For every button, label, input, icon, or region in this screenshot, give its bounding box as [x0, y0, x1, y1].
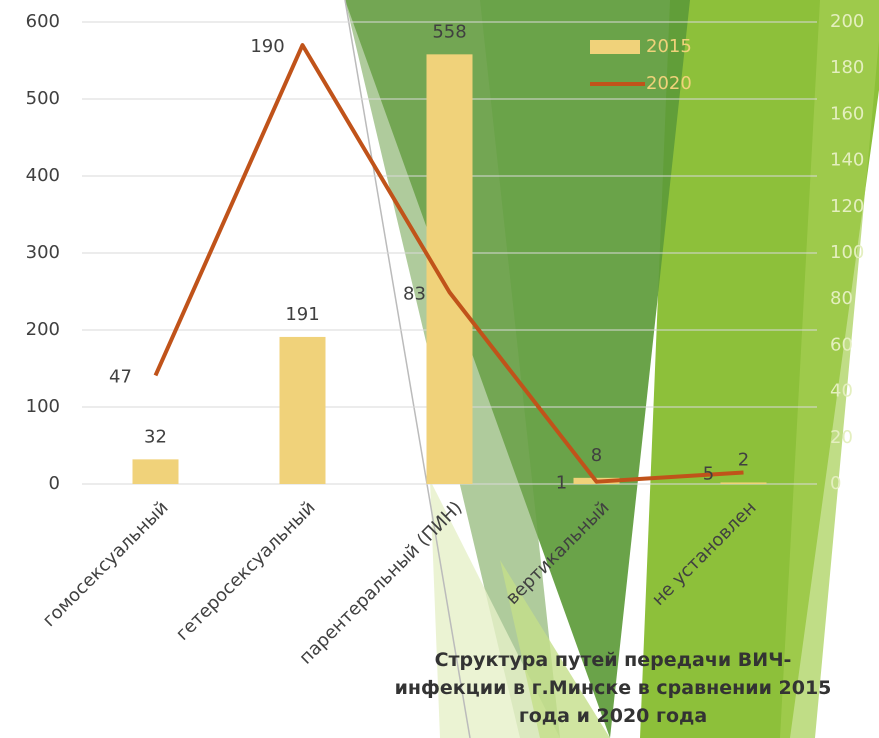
y-tick-label: 100 — [26, 396, 60, 417]
y-tick-label: 200 — [26, 319, 60, 340]
bar — [427, 54, 473, 484]
y2-tick-label: 0 — [830, 473, 841, 494]
y2-tick-label: 100 — [830, 242, 864, 263]
data-label: 5 — [703, 463, 714, 484]
x-tick-label: гетеросексуальный — [172, 497, 320, 645]
x-tick-label: гомосексуальный — [39, 497, 173, 631]
data-label: 191 — [285, 304, 319, 325]
bar — [721, 482, 767, 484]
legend-swatch — [590, 40, 640, 54]
y-tick-label: 500 — [26, 88, 60, 109]
y2-tick-label: 140 — [830, 150, 864, 171]
data-label: 190 — [250, 36, 284, 57]
bar — [280, 337, 326, 484]
y2-tick-label: 200 — [830, 11, 864, 32]
bar — [133, 459, 179, 484]
data-label: 8 — [591, 445, 602, 466]
y2-tick-label: 60 — [830, 334, 853, 355]
slide: 0 100 200 300 400 500 600 0 20 40 60 80 100 120 140 160… — [0, 0, 879, 738]
data-label: 558 — [432, 21, 466, 42]
chart-title: Структура путей передачи ВИЧ-инфекции в … — [388, 646, 838, 730]
y-tick-label: 300 — [26, 242, 60, 263]
y-tick-label: 400 — [26, 165, 60, 186]
y2-tick-label: 180 — [830, 57, 864, 78]
y2-tick-label: 120 — [830, 196, 864, 217]
data-label: 47 — [109, 366, 132, 387]
y-tick-label: 0 — [49, 473, 60, 494]
y2-tick-label: 160 — [830, 103, 864, 124]
y-tick-label: 600 — [26, 11, 60, 32]
legend-label: 2015 — [646, 36, 692, 57]
data-label: 83 — [403, 283, 426, 304]
y2-tick-label: 20 — [830, 427, 853, 448]
data-label: 32 — [144, 426, 167, 447]
data-label: 1 — [556, 473, 567, 494]
legend-label: 2020 — [646, 73, 692, 94]
data-label: 2 — [738, 449, 749, 470]
chart: 0 100 200 300 400 500 600 0 20 40 60 80 100 120 140 160… — [0, 0, 879, 738]
y2-tick-label: 40 — [830, 381, 853, 402]
y2-tick-label: 80 — [830, 288, 853, 309]
